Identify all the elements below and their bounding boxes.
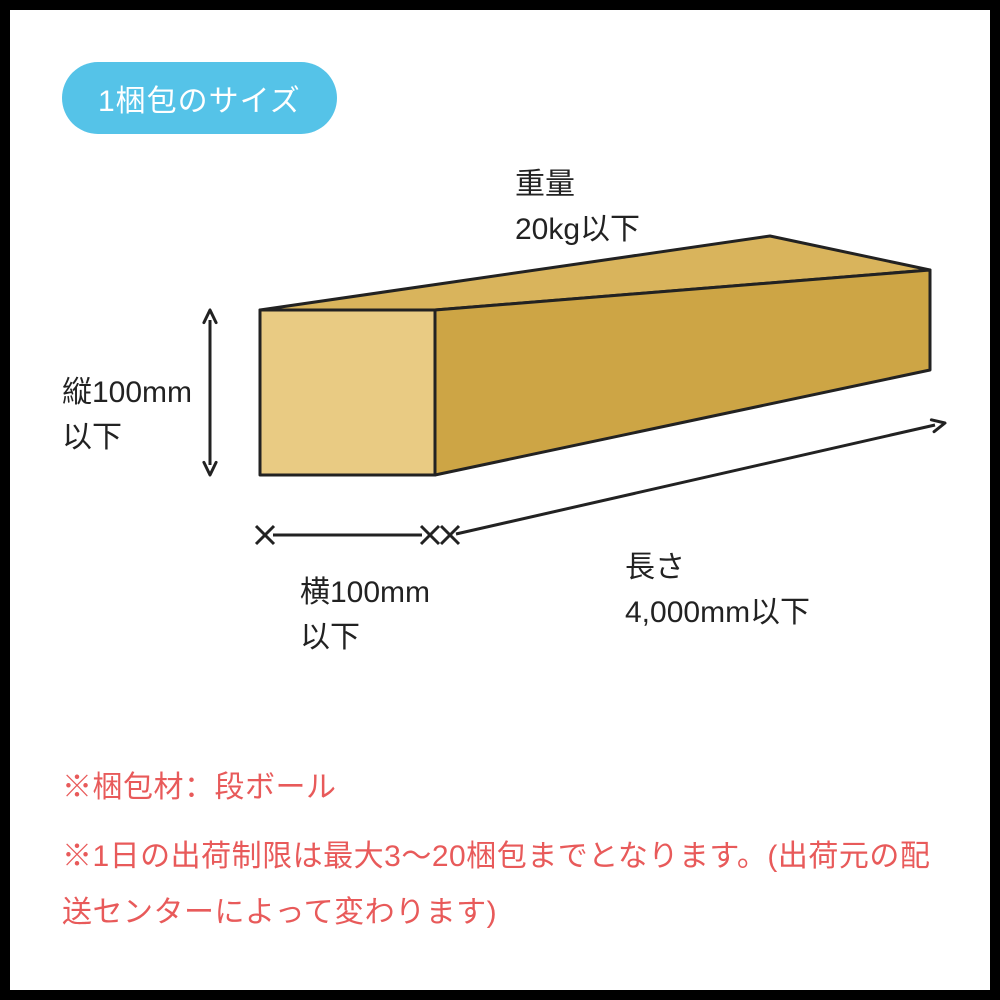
width-line2: 以下 — [300, 621, 360, 654]
weight-line1: 重量 — [515, 168, 575, 201]
length-line1: 長さ — [625, 551, 685, 584]
height-line1: 縦100mm — [62, 376, 192, 409]
weight-label: 重量 20kg以下 — [515, 162, 640, 252]
length-line2: 4,000mm以下 — [625, 596, 810, 629]
weight-line2: 20kg以下 — [515, 213, 640, 246]
length-label: 長さ 4,000mm以下 — [625, 545, 810, 635]
width-label: 横100mm 以下 — [300, 570, 430, 660]
notes-block: ※梱包材：段ボール ※1日の出荷制限は最大3～20梱包までとなります。(出荷元の… — [62, 760, 938, 941]
box-3d — [10, 10, 990, 710]
width-line1: 横100mm — [300, 576, 430, 609]
note-1: ※梱包材：段ボール — [62, 760, 938, 816]
note-2: ※1日の出荷制限は最大3～20梱包までとなります。(出荷元の配送センターによって… — [62, 829, 938, 940]
height-line2: 以下 — [62, 421, 122, 454]
height-label: 縦100mm 以下 — [62, 370, 192, 460]
diagram-frame: 1梱包のサイズ 重量 20kg以下 縦100mm 以下 横100mm 以下 長さ… — [10, 10, 990, 990]
